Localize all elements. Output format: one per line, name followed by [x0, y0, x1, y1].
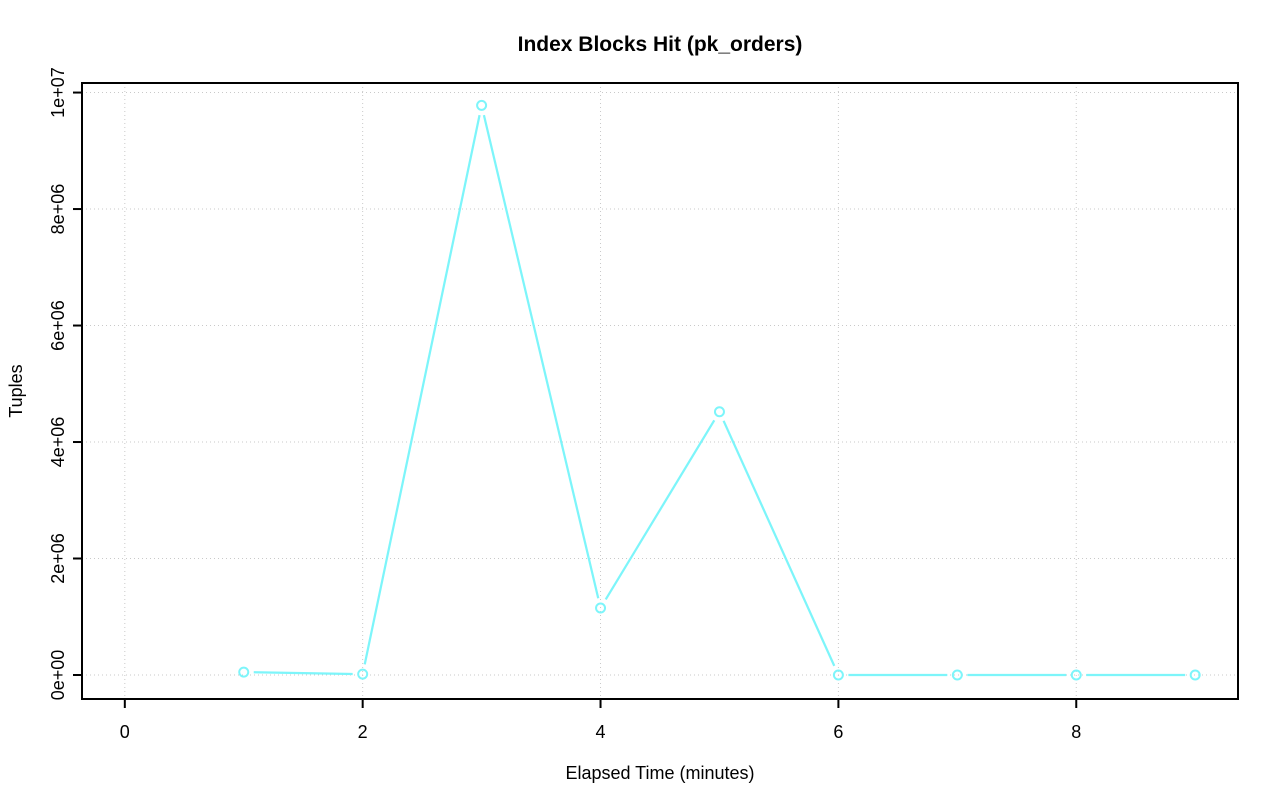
x-axis-label: Elapsed Time (minutes)	[565, 763, 755, 783]
x-tick-label: 2	[358, 722, 368, 742]
y-axis-label: Tuples	[6, 364, 26, 418]
y-tick-label: 2e+06	[48, 533, 68, 584]
data-line-segment	[722, 420, 836, 667]
data-point	[951, 669, 963, 681]
data-point	[476, 99, 488, 111]
x-tick-label: 6	[833, 722, 843, 742]
y-tick-label: 0e+00	[48, 650, 68, 701]
data-point	[238, 666, 250, 678]
data-line-segment	[253, 671, 353, 676]
y-tick-label: 4e+06	[48, 417, 68, 468]
x-tick-label: 4	[596, 722, 606, 742]
y-tick-label: 1e+07	[48, 67, 68, 118]
data-point	[832, 669, 844, 681]
data-point	[357, 668, 369, 680]
data-point	[1070, 669, 1082, 681]
data-point	[713, 406, 725, 418]
data-line-segment	[363, 114, 481, 665]
chart-title: Index Blocks Hit (pk_orders)	[517, 33, 803, 56]
x-tick-label: 0	[120, 722, 130, 742]
plot-box	[81, 82, 1239, 700]
data-point	[595, 602, 607, 614]
data-point	[1189, 669, 1201, 681]
data-line-segment	[482, 114, 600, 599]
y-tick-label: 8e+06	[48, 184, 68, 235]
x-tick-label: 8	[1071, 722, 1081, 742]
data-line-segment	[604, 419, 716, 601]
y-tick-label: 6e+06	[48, 300, 68, 351]
